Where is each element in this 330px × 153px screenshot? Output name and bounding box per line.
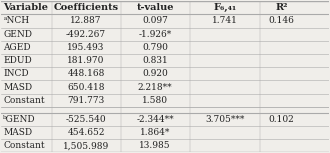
- Text: 0.146: 0.146: [269, 17, 295, 25]
- Text: 181.970: 181.970: [67, 56, 105, 65]
- Text: Coefficients: Coefficients: [53, 3, 119, 12]
- Text: 1.864*: 1.864*: [140, 128, 170, 137]
- Text: 12.887: 12.887: [70, 17, 102, 25]
- Text: 195.493: 195.493: [67, 43, 105, 52]
- Text: ᵃNCH: ᵃNCH: [3, 17, 29, 25]
- Text: 1.580: 1.580: [142, 96, 168, 105]
- Text: Variable: Variable: [3, 3, 48, 12]
- Text: Constant: Constant: [3, 96, 45, 105]
- Text: Constant: Constant: [3, 141, 45, 150]
- Text: 0.920: 0.920: [142, 69, 168, 78]
- Text: 0.097: 0.097: [142, 17, 168, 25]
- Text: -2.344**: -2.344**: [136, 115, 174, 124]
- Text: 1,505.989: 1,505.989: [63, 141, 109, 150]
- Text: 2.218**: 2.218**: [138, 83, 173, 91]
- Text: t-value: t-value: [136, 3, 174, 12]
- Text: -525.540: -525.540: [66, 115, 107, 124]
- Text: 650.418: 650.418: [67, 83, 105, 91]
- Text: 1.741: 1.741: [212, 17, 238, 25]
- Text: -492.267: -492.267: [66, 30, 106, 39]
- Text: AGED: AGED: [3, 43, 31, 52]
- Text: 0.831: 0.831: [142, 56, 168, 65]
- Text: 0.102: 0.102: [269, 115, 295, 124]
- Text: EDUD: EDUD: [3, 56, 32, 65]
- Text: ᵇGEND: ᵇGEND: [3, 115, 36, 124]
- Text: INCD: INCD: [3, 69, 29, 78]
- Text: 448.168: 448.168: [67, 69, 105, 78]
- Text: 3.705***: 3.705***: [205, 115, 245, 124]
- Text: R²: R²: [276, 3, 288, 12]
- Text: 791.773: 791.773: [68, 96, 105, 105]
- Text: -1.926*: -1.926*: [139, 30, 172, 39]
- Text: GEND: GEND: [3, 30, 32, 39]
- Text: F₆,₄₁: F₆,₄₁: [214, 3, 237, 12]
- Text: MASD: MASD: [3, 83, 32, 91]
- Text: 454.652: 454.652: [67, 128, 105, 137]
- Text: MASD: MASD: [3, 128, 32, 137]
- Text: 0.790: 0.790: [142, 43, 168, 52]
- Text: 13.985: 13.985: [139, 141, 171, 150]
